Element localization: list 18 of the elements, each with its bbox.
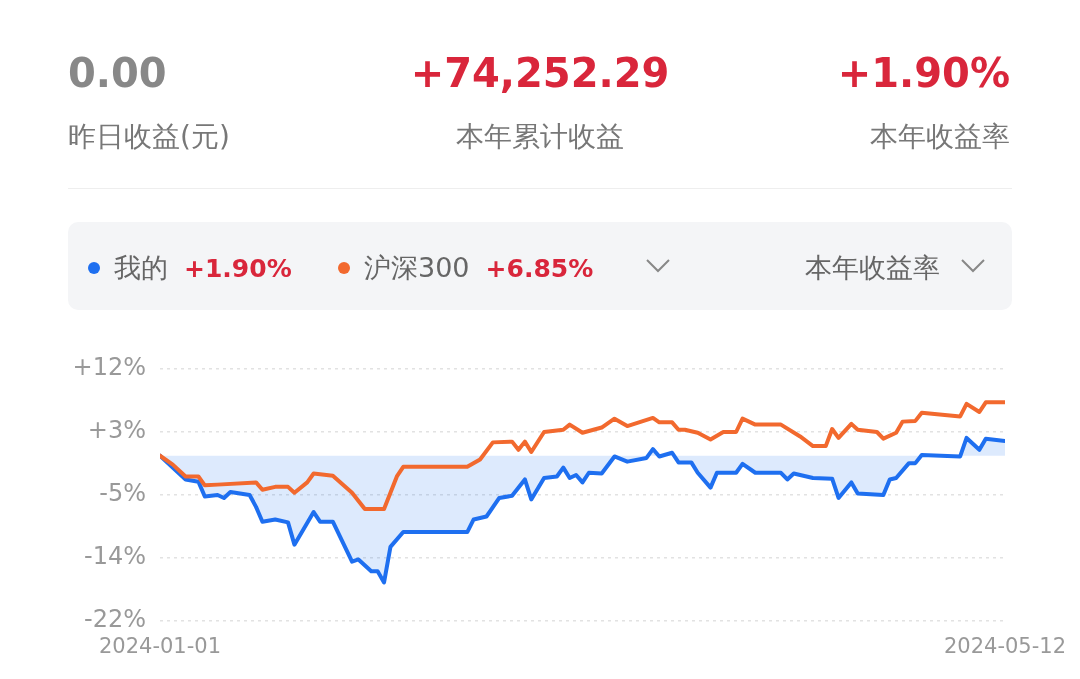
x-tick-label: 2024-05-12 <box>943 634 1066 659</box>
text: 本年收益率 <box>805 251 940 285</box>
y-tick-label: +12% <box>72 353 146 382</box>
text: 本年收益率 <box>870 119 1010 155</box>
text: +1.90% <box>184 253 292 283</box>
x-tick-label: 2024-01-01 <box>98 634 222 659</box>
y-tick-label: -5% <box>99 479 146 508</box>
y-tick-label: +3% <box>87 416 146 445</box>
text: 0.00 <box>68 50 167 96</box>
text: +74,252.29 <box>410 50 670 96</box>
text: 昨日收益(元) <box>68 119 230 155</box>
y-tick-label: -14% <box>83 542 146 571</box>
legend-label: 我的 <box>114 251 168 285</box>
text: +6.85% <box>485 253 594 283</box>
y-tick-label: -22% <box>83 605 146 634</box>
text: +1.90% <box>837 50 1010 96</box>
text: 本年累计收益 <box>456 119 624 155</box>
legend-label: 沪深300 <box>364 251 470 285</box>
